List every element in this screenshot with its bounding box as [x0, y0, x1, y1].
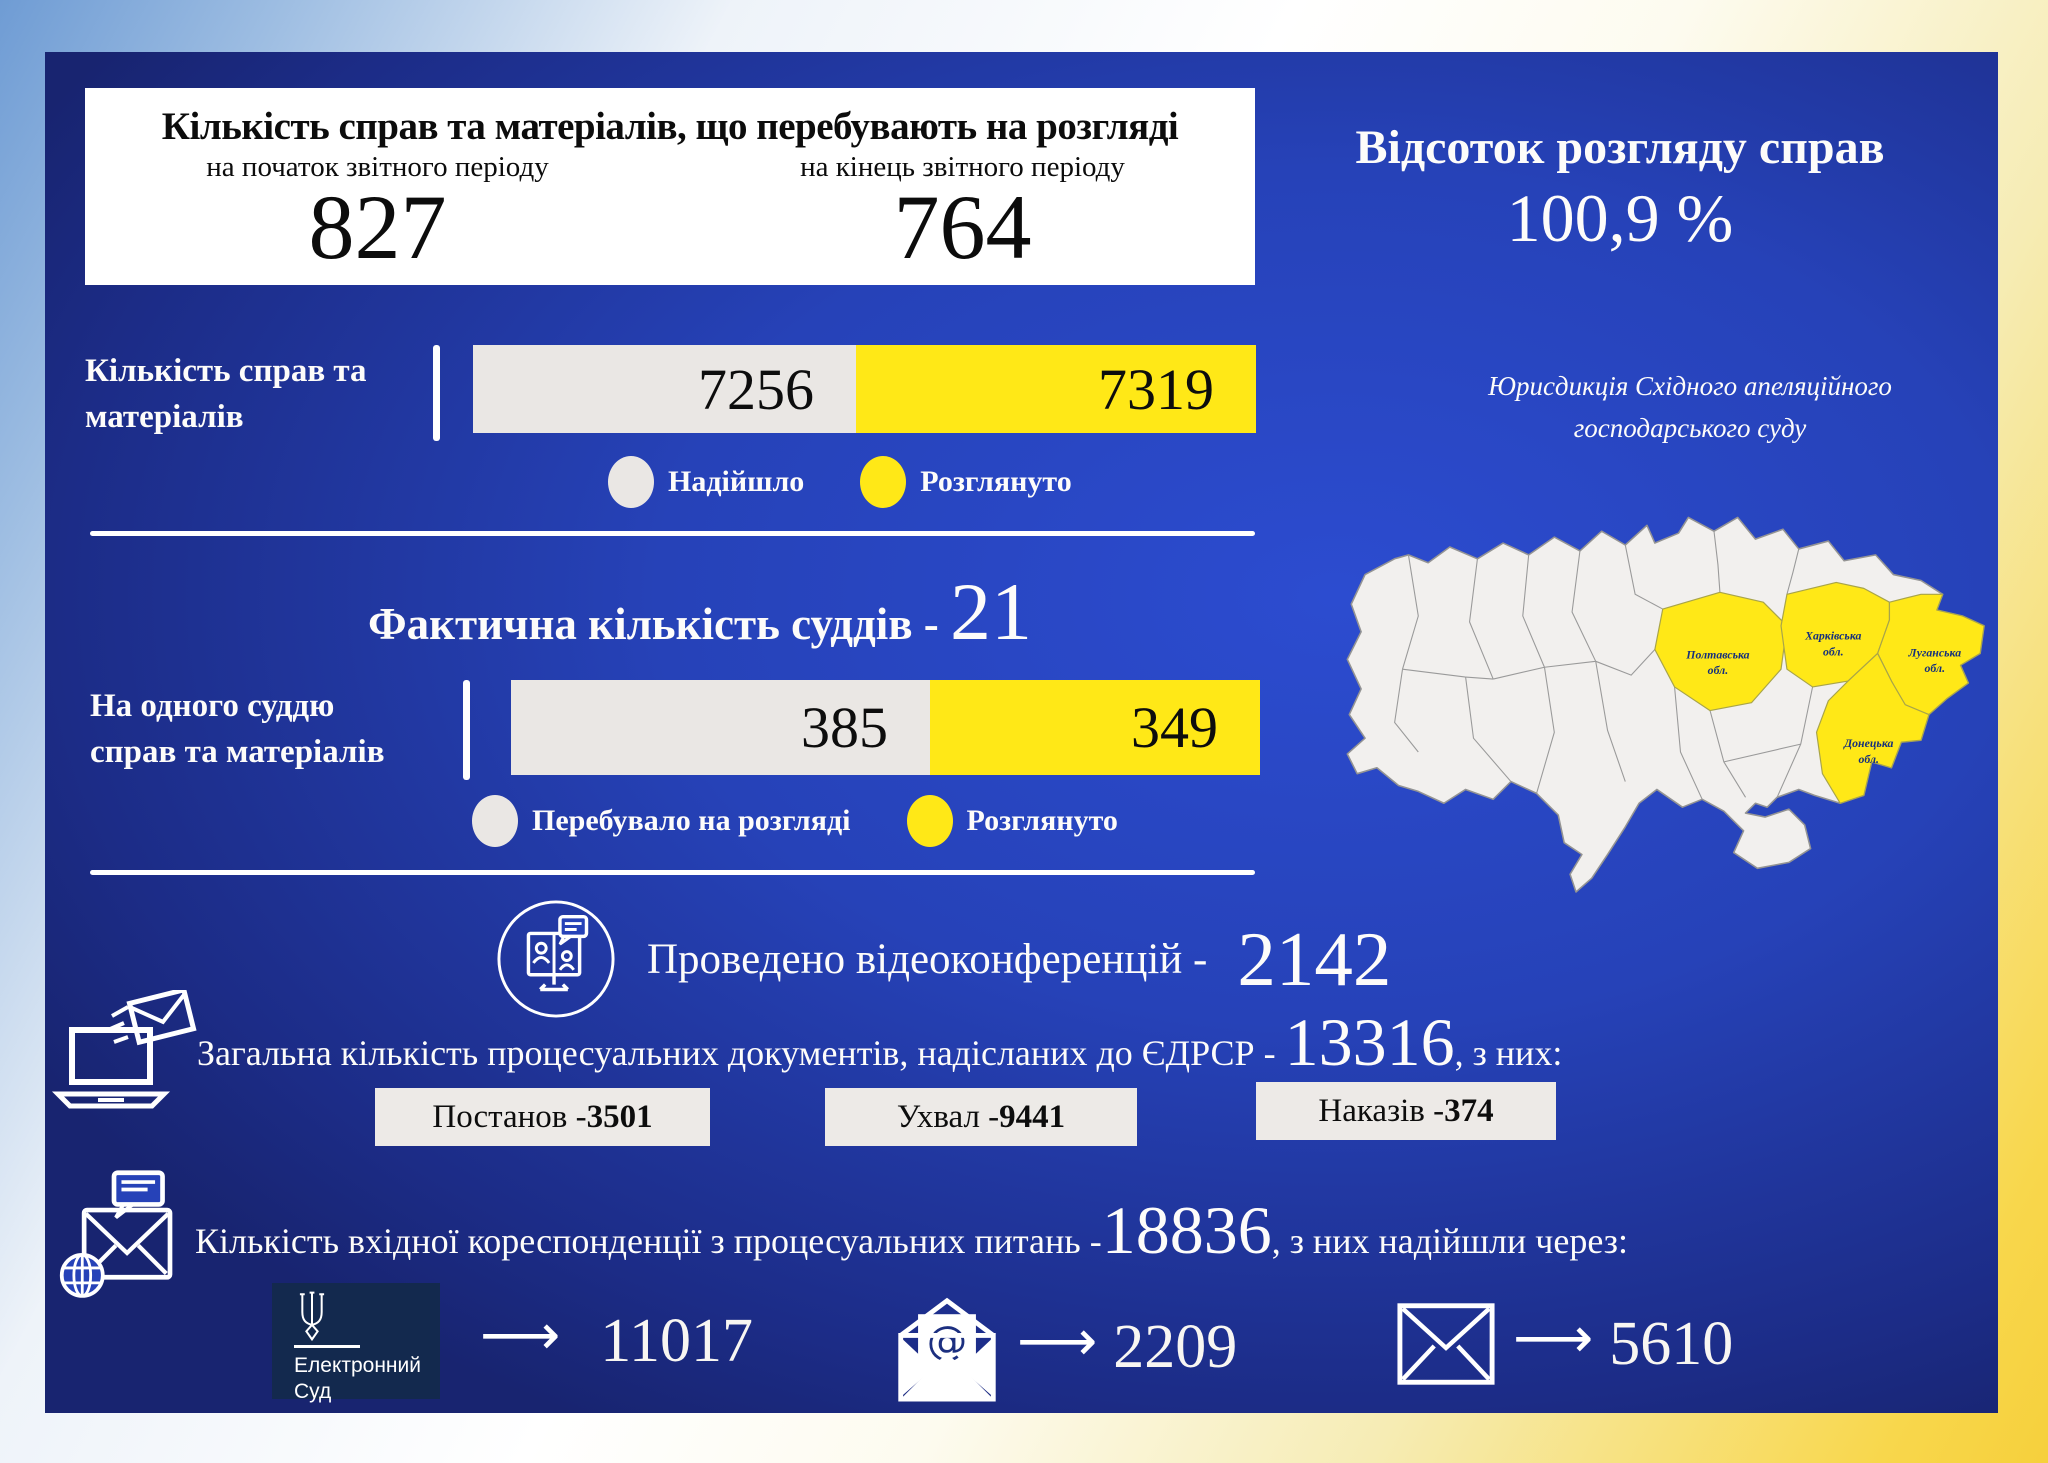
review-percentage-block: Відсоток розгляду справ 100,9 % [1240, 120, 2000, 258]
period-start-value: 827 [308, 176, 447, 278]
oblast-borders [1394, 531, 1814, 800]
divider-1 [90, 531, 1255, 536]
arrow-right-icon: ⟶ [1513, 1306, 1594, 1371]
period-start-column: на початок звітного періоду 827 [85, 151, 670, 278]
separator-bar1 [433, 345, 440, 441]
ukhval-box: Ухвал - 9441 [825, 1088, 1137, 1146]
map-caption-line1: Юрисдикція Східного апеляційного [1488, 371, 1892, 401]
esud-count: 11017 [600, 1306, 753, 1375]
legend-received-label: Надійшло [668, 465, 805, 498]
esud-channel-group: Електронний Суд ⟶ 11017 [272, 1283, 753, 1403]
nakaziv-box: Наказів - 374 [1256, 1082, 1556, 1140]
envelope-icon [1397, 1303, 1495, 1385]
legend-considered2-dot [906, 795, 953, 847]
svg-text:обл.: обл. [1858, 752, 1879, 766]
period-end-column: на кінець звітного періоду 764 [670, 151, 1255, 278]
main-panel: Кількість справ та матеріалів, що перебу… [45, 52, 1998, 1413]
ukhval-value: 9441 [999, 1098, 1066, 1135]
divider-2 [90, 870, 1255, 875]
label-luhanska: Луганська [1907, 645, 1961, 659]
legend-considered-label: Розглянуто [920, 465, 1072, 498]
arrow-right-icon: ⟶ [1017, 1309, 1098, 1374]
cases-bar: 7256 7319 [473, 345, 1256, 433]
cases-received-segment: 7256 [473, 345, 856, 433]
per-judge-bar-label: На одного суддю справ та матеріалів [90, 688, 385, 770]
judges-count-value: 21 [950, 566, 1033, 657]
per-judge-bar-legend: Перебувало на розгляді Розглянуто [472, 790, 1118, 852]
videoconference-value: 2142 [1237, 915, 1392, 1002]
post-channel-group: ⟶ 5610 [1395, 1300, 1733, 1388]
svg-text:обл.: обл. [1708, 663, 1729, 677]
map-region-poltavska [1654, 591, 1788, 712]
period-end-value: 764 [893, 176, 1032, 278]
email-channel-group: @ ⟶ 2209 [893, 1292, 1237, 1402]
cases-considered-segment: 7319 [856, 345, 1256, 433]
email-count: 2209 [1113, 1312, 1238, 1381]
review-percentage-value: 100,9 % [1506, 180, 1734, 256]
correspondence-total-line: Кількість вхідної кореспонденції з проце… [195, 1192, 1628, 1268]
cases-received-value: 7256 [698, 356, 814, 422]
period-start-label: на початок звітного періоду [206, 151, 549, 183]
postanov-box: Постанов - 3501 [375, 1088, 710, 1146]
map-caption-line2: господарського суду [1573, 412, 1807, 443]
esud-logo-box: Електронний Суд [272, 1283, 440, 1403]
label-poltavska: Полтавська [1685, 647, 1749, 661]
svg-text:обл.: обл. [1925, 661, 1946, 675]
tryzub-icon [299, 1291, 325, 1341]
arrow-right-icon: ⟶ [480, 1303, 561, 1368]
post-count: 5610 [1609, 1309, 1734, 1378]
cases-bar-label: Кількість справ та матеріалів [85, 353, 367, 435]
highlighted-regions [1654, 581, 1985, 804]
legend-pending-label: Перебувало на розгляді [532, 804, 851, 837]
incoming-mail-icon [59, 1170, 173, 1298]
per-judge-pending-value: 385 [801, 695, 888, 760]
separator-bar2 [463, 680, 470, 780]
map-caption: Юрисдикція Східного апеляційного господа… [1390, 366, 1990, 450]
judges-count-line: Фактична кількість суддів - 21 [367, 566, 1033, 657]
label-kharkivska: Харківська [1804, 629, 1861, 643]
edrsr-total-line: Загальна кількість процесуальних докумен… [197, 1004, 1563, 1080]
per-judge-considered-segment: 349 [930, 680, 1260, 775]
map-region-donetska [1815, 652, 1930, 804]
legend-received-dot [608, 456, 654, 508]
esud-label: Електронний Суд [294, 1354, 421, 1404]
edrsr-total-value: 13316 [1284, 1004, 1455, 1080]
correspondence-total-value: 18836 [1101, 1192, 1272, 1268]
laptop-mail-icon [51, 990, 197, 1109]
pending-cases-title: Кількість справ та матеріалів, що перебу… [161, 105, 1179, 148]
ukraine-map: Полтавська обл. Харківська обл. Луганськ… [1346, 516, 1985, 893]
postanov-value: 3501 [586, 1098, 653, 1135]
svg-text:обл.: обл. [1823, 644, 1844, 658]
label-donetska: Донецька [1843, 736, 1893, 750]
videoconference-text: Проведено відеоконференцій - [647, 935, 1208, 983]
legend-considered2-label: Розглянуто [966, 804, 1118, 837]
videoconference-row: Проведено відеоконференцій - 2142 [495, 898, 1391, 1020]
videoconference-icon [497, 900, 615, 1018]
legend-pending-dot [472, 795, 518, 847]
pending-cases-box: Кількість справ та матеріалів, що перебу… [85, 88, 1255, 285]
per-judge-considered-value: 349 [1131, 695, 1218, 760]
cases-bar-legend: Надійшло Розглянуто [608, 454, 1072, 510]
legend-considered-dot [860, 456, 907, 508]
per-judge-bar: 385 349 [511, 680, 1260, 775]
review-percentage-title: Відсоток розгляду справ [1355, 121, 1885, 174]
esud-divider-line [294, 1345, 360, 1348]
map-region-labels: Полтавська обл. Харківська обл. Луганськ… [1685, 629, 1961, 766]
nakaziv-value: 374 [1444, 1092, 1494, 1129]
period-end-label: на кінець звітного періоду [800, 151, 1125, 183]
email-icon: @ [898, 1297, 996, 1402]
cases-considered-value: 7319 [1098, 356, 1214, 422]
per-judge-pending-segment: 385 [511, 680, 930, 775]
